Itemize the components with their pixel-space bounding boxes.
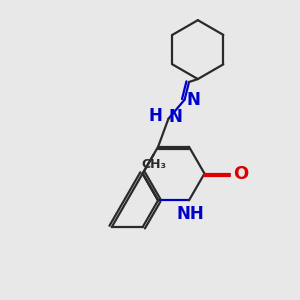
Text: CH₃: CH₃ <box>141 158 166 171</box>
Text: N: N <box>186 91 200 109</box>
Text: NH: NH <box>177 205 204 223</box>
Text: H: H <box>148 107 162 125</box>
Text: O: O <box>233 165 249 183</box>
Text: N: N <box>168 108 182 126</box>
